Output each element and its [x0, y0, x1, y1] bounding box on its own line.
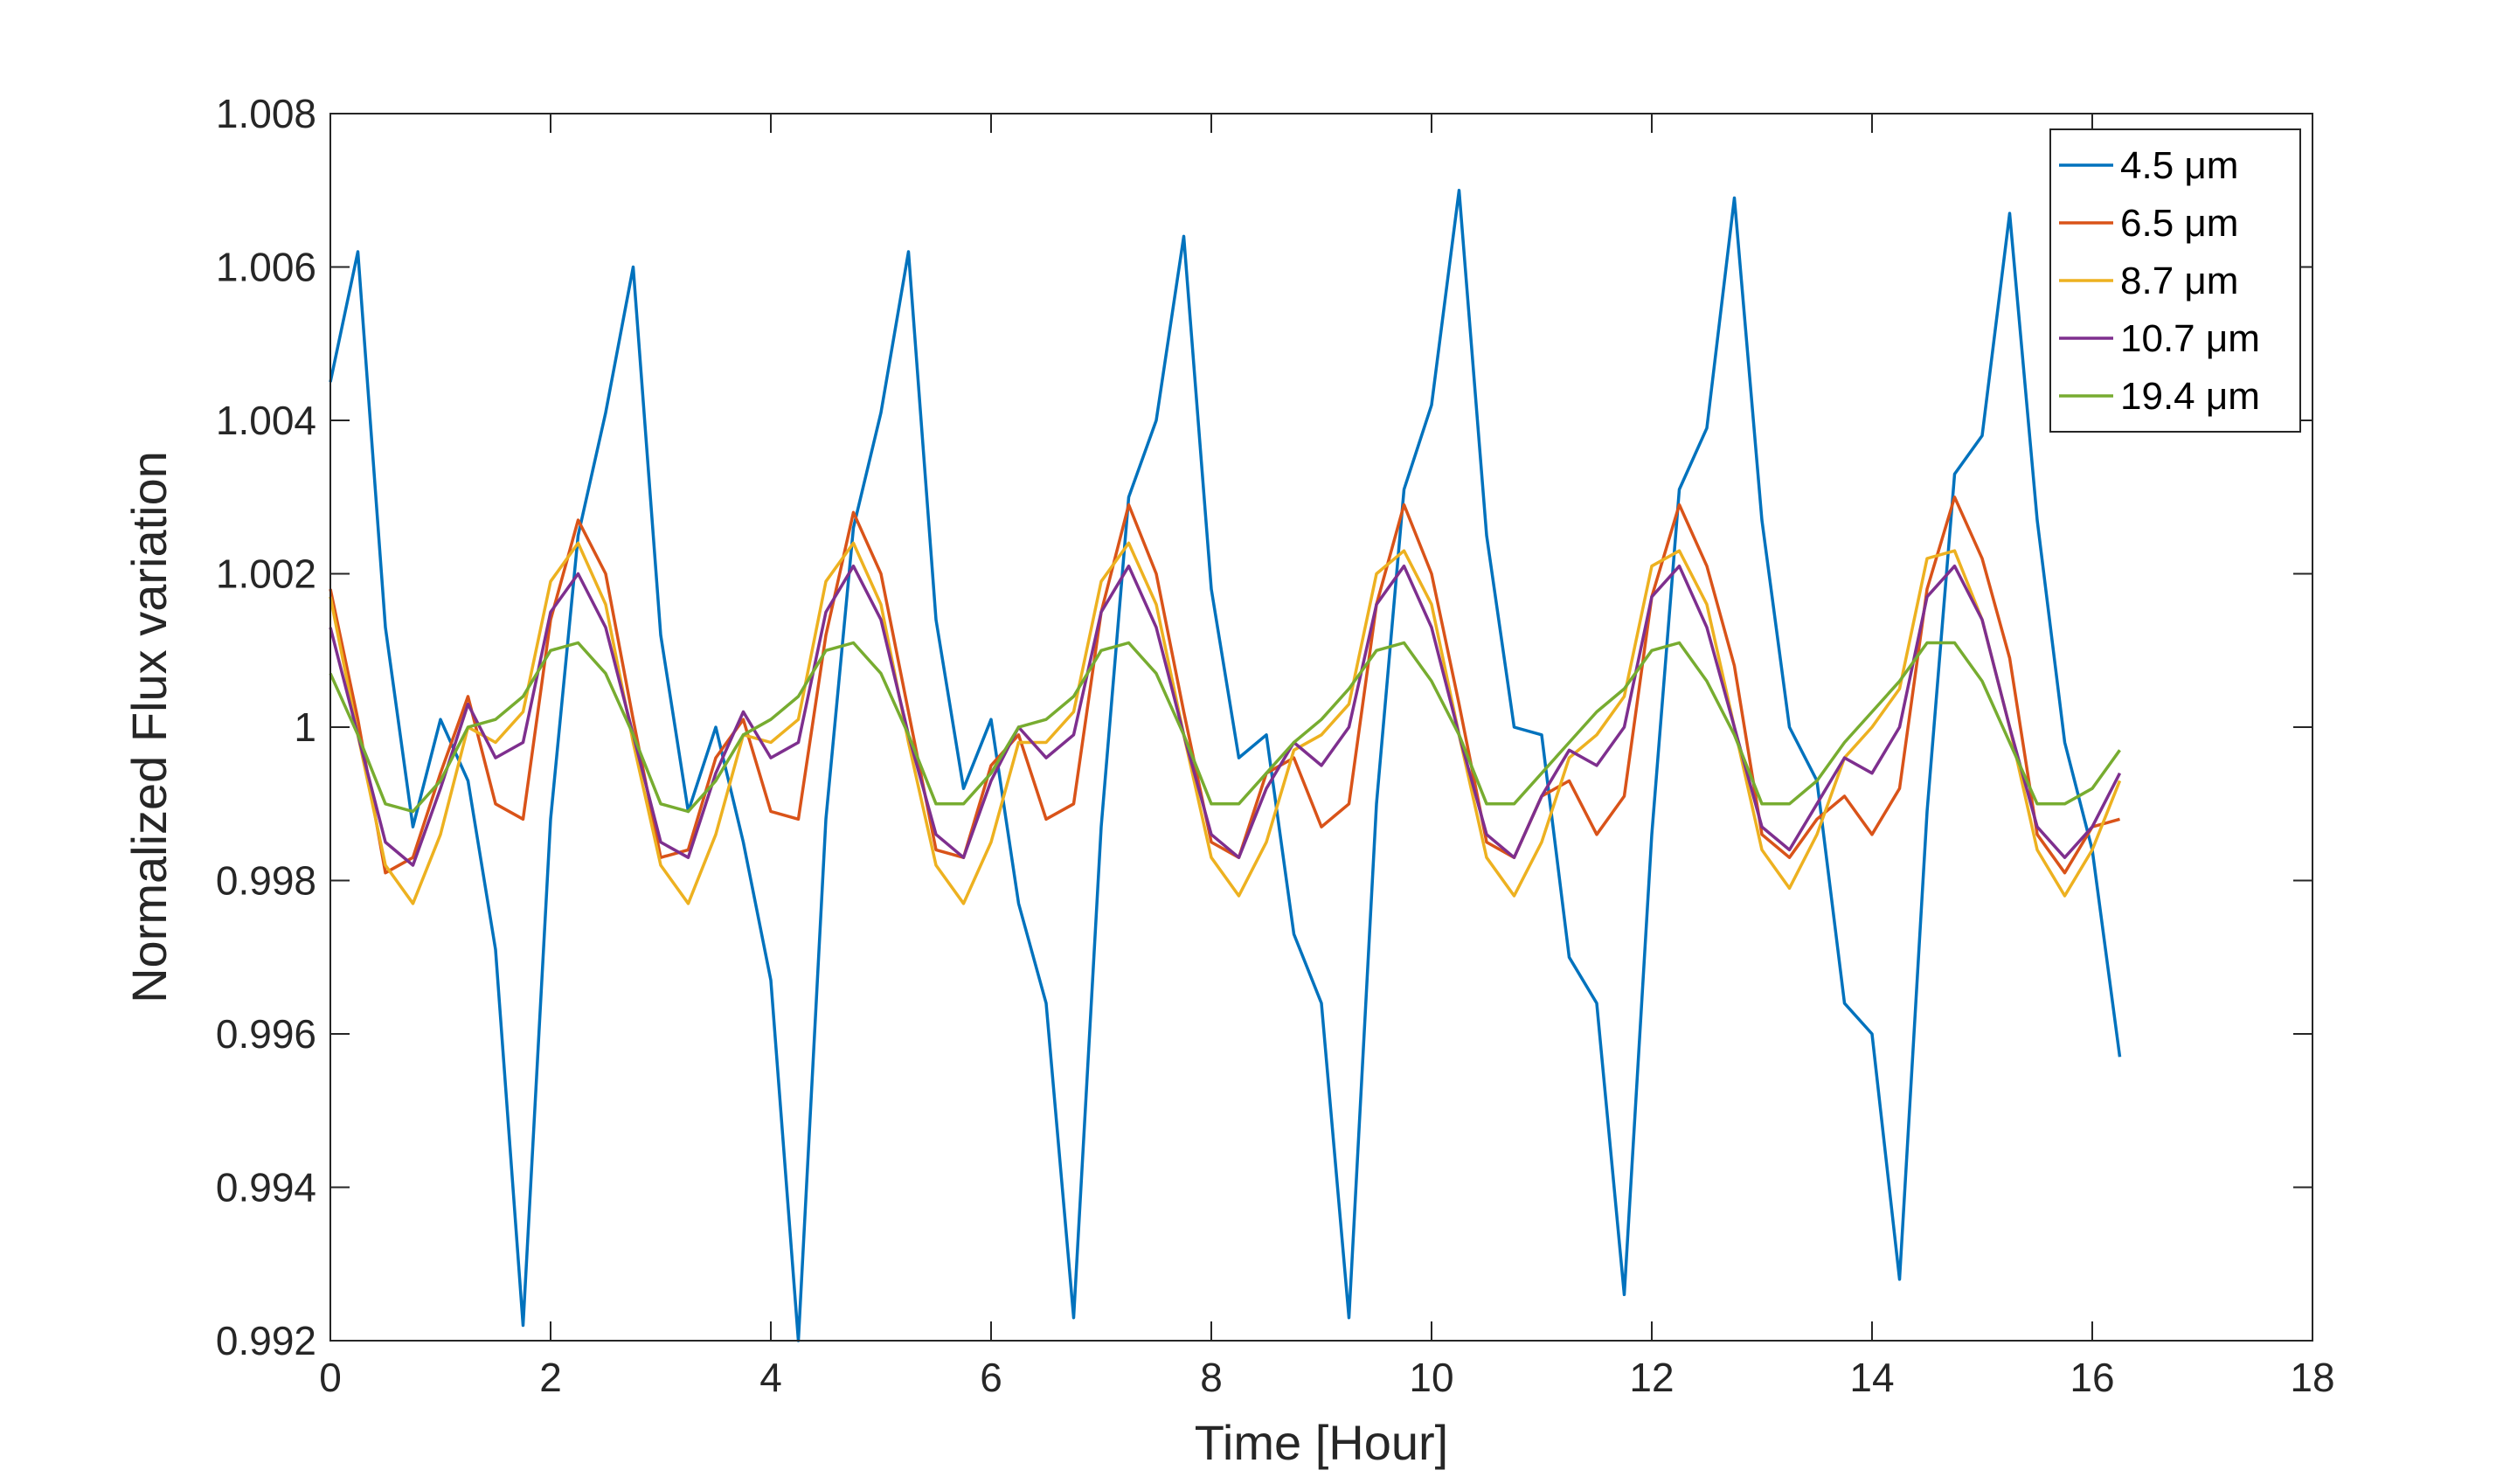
- y-tick-label: 0.998: [216, 858, 316, 904]
- x-tick-label: 2: [539, 1355, 562, 1400]
- y-tick-label: 1: [294, 704, 316, 750]
- x-axis-label: Time [Hour]: [1195, 1415, 1448, 1470]
- legend: 4.5 μm 6.5 μm 8.7 μm 10.7 μm 19.4 μm: [2049, 128, 2301, 433]
- series-line-5: [329, 641, 2121, 814]
- y-tick-label: 1.004: [216, 398, 316, 443]
- y-axis: 0.992 0.994 0.996 0.998 1 1.002 1.004 1.006 1.00…: [216, 91, 2312, 1363]
- y-tick-label: 0.996: [216, 1011, 316, 1057]
- x-tick-label: 4: [759, 1355, 782, 1400]
- legend-label: 10.7 μm: [2120, 317, 2260, 360]
- series-line-2: [329, 496, 2120, 875]
- series-layer: [329, 189, 2122, 1342]
- x-tick-label: 16: [2070, 1355, 2114, 1400]
- x-tick-label: 18: [2290, 1355, 2334, 1400]
- y-tick-label: 0.994: [216, 1165, 316, 1210]
- legend-label: 6.5 μm: [2120, 202, 2238, 245]
- legend-label: 8.7 μm: [2120, 260, 2238, 302]
- x-tick-label: 12: [1629, 1355, 1674, 1400]
- legend-label: 4.5 μm: [2120, 144, 2238, 187]
- x-tick-label: 14: [1849, 1355, 1894, 1400]
- y-tick-label: 1.002: [216, 551, 316, 597]
- y-axis-label: Normalized Flux variation: [121, 451, 177, 1003]
- y-tick-label: 1.006: [216, 245, 316, 290]
- legend-label: 19.4 μm: [2120, 375, 2260, 418]
- x-axis: 0 2 4 6 8 10 12 14 16 18: [319, 114, 2335, 1400]
- x-tick-label: 6: [980, 1355, 1002, 1400]
- series-line-4: [329, 564, 2122, 867]
- x-tick-label: 0: [319, 1355, 342, 1400]
- x-tick-label: 8: [1200, 1355, 1223, 1400]
- plot-area: [330, 114, 2312, 1341]
- x-tick-label: 10: [1409, 1355, 1453, 1400]
- y-tick-label: 1.008: [216, 91, 316, 136]
- y-tick-label: 0.992: [216, 1318, 316, 1363]
